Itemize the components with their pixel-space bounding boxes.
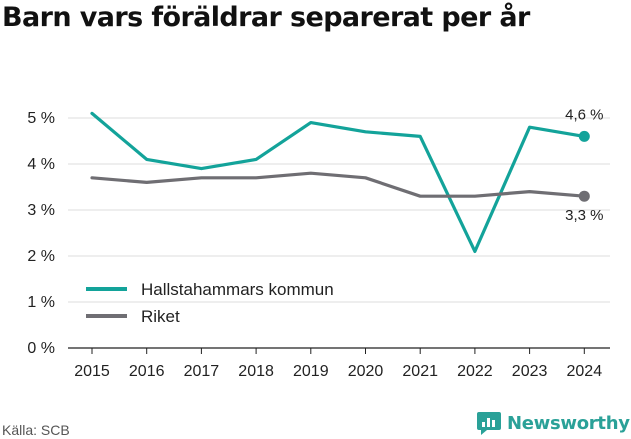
x-tick-label: 2016 bbox=[129, 363, 165, 380]
x-tick-label: 2023 bbox=[512, 363, 548, 380]
source-note: Källa: SCB bbox=[2, 422, 70, 438]
y-tick-label: 4 % bbox=[27, 156, 55, 173]
end-value-label: 3,3 % bbox=[565, 207, 603, 224]
x-tick-label: 2019 bbox=[293, 363, 329, 380]
x-tick-label: 2024 bbox=[567, 363, 603, 380]
series bbox=[90, 111, 590, 253]
end-point-marker bbox=[578, 130, 590, 142]
axis: 0 % 1 % 2 % 3 % 4 % 5 % 2015 2016 2017 2018 2019 20… bbox=[27, 110, 602, 380]
y-tick-label: 5 % bbox=[27, 110, 55, 127]
end-point-marker bbox=[578, 190, 590, 202]
x-tick-label: 2021 bbox=[402, 363, 438, 380]
line-chart: 0 % 1 % 2 % 3 % 4 % 5 % 2015 2016 2017 2018 2019 20… bbox=[27, 106, 610, 380]
y-tick-label: 1 % bbox=[27, 294, 55, 311]
brand-name: Newsworthy bbox=[507, 412, 630, 434]
x-tick-label: 2017 bbox=[184, 363, 220, 380]
y-tick-label: 2 % bbox=[27, 248, 55, 265]
x-tick-label: 2018 bbox=[238, 363, 274, 380]
gridlines bbox=[68, 117, 610, 349]
legend-label: Riket bbox=[141, 307, 180, 326]
brand-logo[interactable]: Newsworthy bbox=[476, 410, 630, 436]
legend-label: Hallstahammars kommun bbox=[141, 280, 334, 299]
legend: Hallstahammars kommun Riket bbox=[86, 280, 334, 326]
chart-title: Barn vars föräldrar separerat per år bbox=[2, 2, 530, 33]
end-value-label: 4,6 % bbox=[565, 106, 603, 123]
x-tick-label: 2022 bbox=[457, 363, 493, 380]
y-tick-label: 3 % bbox=[27, 202, 55, 219]
x-tick-label: 2020 bbox=[348, 363, 384, 380]
y-tick-label: 0 % bbox=[27, 340, 55, 357]
x-tick-label: 2015 bbox=[74, 363, 110, 380]
end-labels: 4,6 % 3,3 % bbox=[565, 106, 603, 224]
series-line-0 bbox=[90, 111, 586, 253]
series-line-1 bbox=[90, 171, 586, 198]
newsworthy-logo-icon bbox=[477, 412, 501, 435]
